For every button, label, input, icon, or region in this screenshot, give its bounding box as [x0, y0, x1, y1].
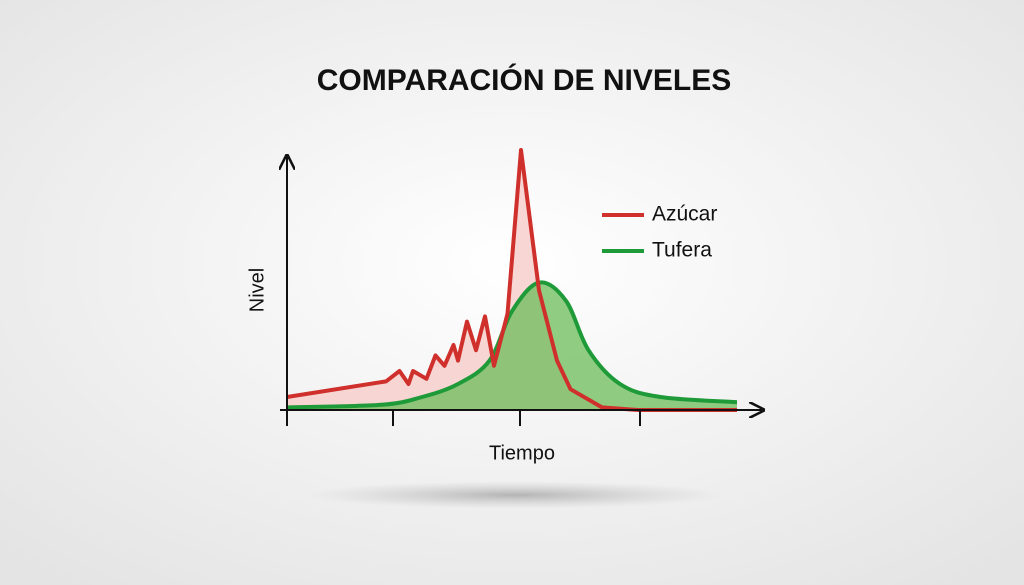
- chart-title: COMPARACIÓN DE NIVELES: [317, 63, 731, 97]
- area: [287, 282, 737, 410]
- legend-label: Azúcar: [652, 203, 717, 226]
- y-axis-label: Nivel: [246, 268, 268, 312]
- x-axis-label: Tiempo: [489, 442, 555, 464]
- legend-label: Tufera: [652, 239, 712, 262]
- plot-area: [286, 148, 738, 412]
- line: [286, 280, 738, 410]
- line: [286, 148, 737, 412]
- x-axis-ticks: [286, 410, 641, 426]
- shadow: [305, 481, 725, 509]
